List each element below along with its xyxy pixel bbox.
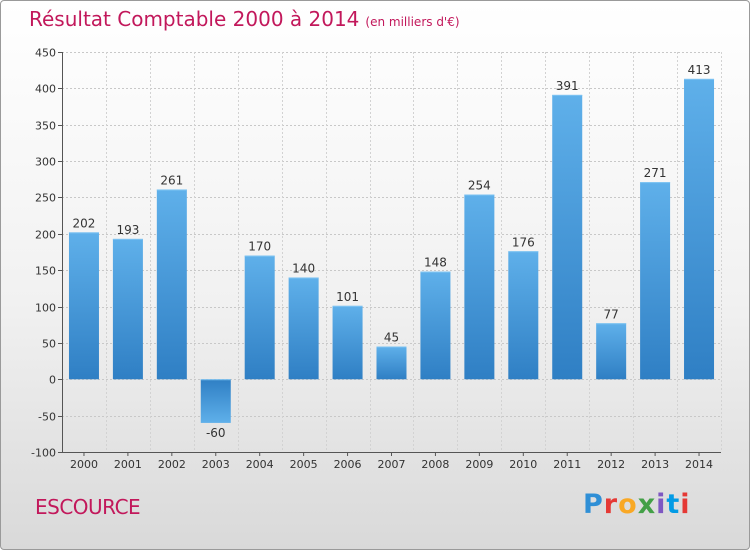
data-label-2014: 413 — [688, 63, 711, 77]
y-tick-label: 250 — [35, 192, 56, 205]
y-tick-label: 50 — [42, 338, 56, 351]
bar-2012[interactable] — [596, 323, 627, 380]
x-tick-label-2005: 2005 — [290, 458, 318, 471]
y-tick-label: 300 — [35, 156, 56, 169]
bar-2008[interactable] — [420, 271, 451, 380]
data-label-2004: 170 — [248, 240, 271, 254]
bar-2014[interactable] — [684, 78, 715, 380]
bar-2006[interactable] — [332, 305, 363, 380]
data-label-2003: -60 — [206, 426, 226, 440]
y-tick-label: 450 — [35, 47, 56, 60]
x-tick-label-2002: 2002 — [158, 458, 186, 471]
x-tick-label-2012: 2012 — [597, 458, 625, 471]
axes-group: -100 -50 0 50 100 150 200 250 300 350 400 450 2000 20… — [31, 47, 721, 471]
data-label-2002: 261 — [160, 173, 183, 187]
bars-group: 202 193 261 -60 170 140 101 45 148 254 176 391 77 271… — [68, 63, 715, 440]
data-label-2009: 254 — [468, 179, 491, 193]
x-tick-label-2003: 2003 — [202, 458, 230, 471]
bar-2003[interactable] — [200, 379, 231, 423]
bar-2001[interactable] — [112, 238, 143, 380]
bar-2009[interactable] — [464, 194, 495, 380]
chart-title-text: Résultat Comptable 2000 à 2014 — [29, 7, 360, 31]
x-tick-label-2013: 2013 — [641, 458, 669, 471]
chart-subtitle: (en milliers d'€) — [365, 15, 460, 29]
data-label-2006: 101 — [336, 290, 359, 304]
bar-2004[interactable] — [244, 255, 275, 380]
bar-2010[interactable] — [508, 251, 539, 380]
bar-2013[interactable] — [640, 182, 671, 380]
data-label-2008: 148 — [424, 256, 447, 270]
y-tick-label: 200 — [35, 229, 56, 242]
bar-2005[interactable] — [288, 277, 319, 380]
x-tick-label-2008: 2008 — [421, 458, 449, 471]
bar-2011[interactable] — [552, 94, 583, 380]
x-tick-label-2010: 2010 — [509, 458, 537, 471]
y-tick-label: 350 — [35, 120, 56, 133]
data-label-2010: 176 — [512, 235, 535, 249]
data-label-2013: 271 — [644, 166, 667, 180]
x-tick-label-2001: 2001 — [114, 458, 142, 471]
data-label-2012: 77 — [604, 307, 619, 321]
x-tick-label-2009: 2009 — [465, 458, 493, 471]
data-label-2011: 391 — [556, 79, 579, 93]
y-tick-label: -50 — [38, 411, 56, 424]
data-label-2005: 140 — [292, 261, 315, 275]
proxiti-logo[interactable]: Proxiti — [583, 489, 691, 520]
y-tick-label: -100 — [31, 447, 56, 460]
x-tick-label-2007: 2007 — [378, 458, 406, 471]
bar-2000[interactable] — [68, 232, 99, 380]
bar-2007[interactable] — [376, 346, 407, 380]
data-label-2007: 45 — [384, 331, 399, 345]
x-tick-label-2000: 2000 — [70, 458, 98, 471]
chart-title: Résultat Comptable 2000 à 2014 (en millie… — [29, 7, 460, 31]
x-tick-label-2011: 2011 — [553, 458, 581, 471]
data-label-2001: 193 — [116, 223, 139, 237]
x-tick-label-2004: 2004 — [246, 458, 274, 471]
y-tick-label: 400 — [35, 83, 56, 96]
x-tick-label-2014: 2014 — [685, 458, 713, 471]
y-tick-label: 100 — [35, 302, 56, 315]
bar-2002[interactable] — [156, 189, 187, 380]
y-tick-label: 0 — [49, 374, 56, 387]
x-tick-label-2006: 2006 — [334, 458, 362, 471]
data-label-2000: 202 — [73, 216, 96, 230]
commune-name: ESCOURCE — [35, 495, 141, 519]
y-tick-label: 150 — [35, 265, 56, 278]
